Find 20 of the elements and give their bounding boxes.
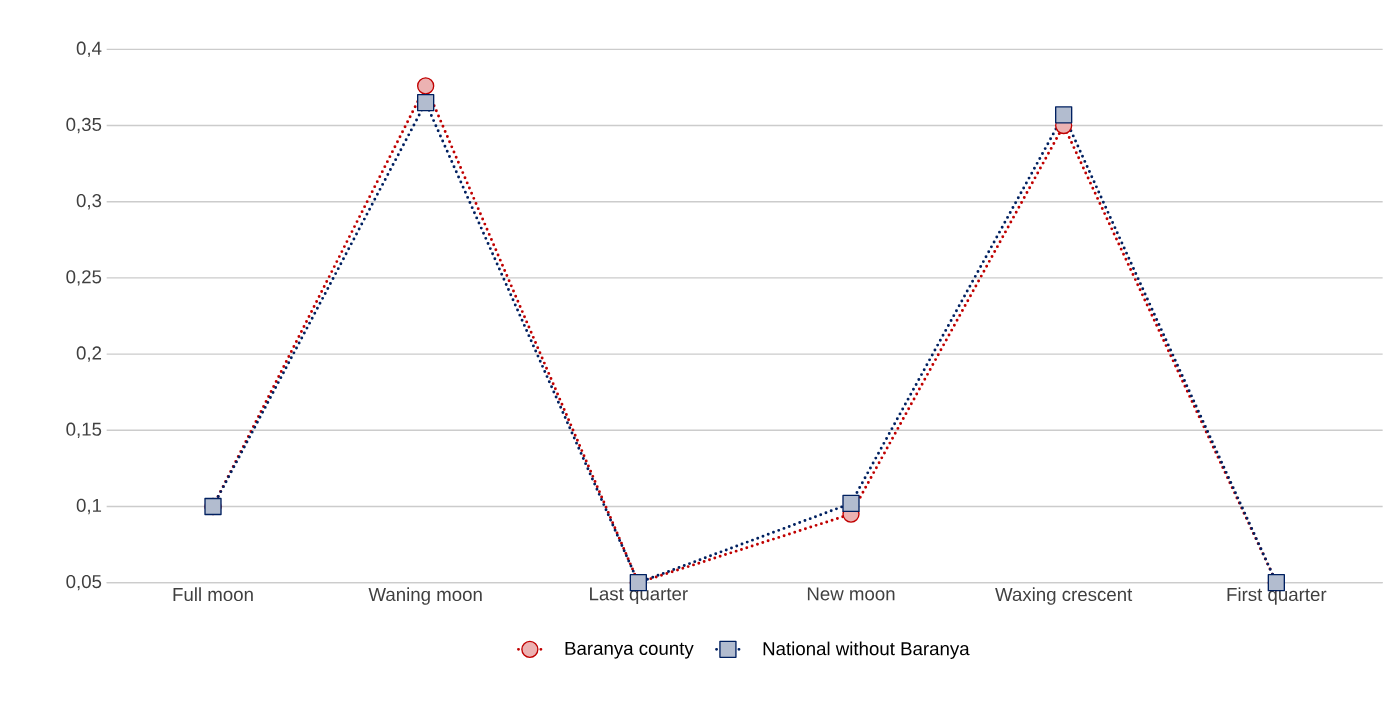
x-tick-label: Waxing crescent [995, 587, 1133, 605]
y-tick-label: 0,1 [76, 498, 102, 515]
y-tick-label: 0,2 [76, 346, 102, 362]
y-tick-label: 0,4 [76, 41, 102, 58]
y-tick-label: 0,25 [66, 270, 102, 286]
x-tick-label: Full moon [173, 587, 253, 602]
legend-label: National without Baranya [763, 641, 970, 659]
x-tick-label: Waning moon [368, 587, 482, 605]
x-tick-label: New moon [807, 587, 895, 601]
legend-label: Baranya county [565, 641, 694, 659]
x-tick-label: First quarter [1227, 587, 1327, 605]
y-tick-label: 0,15 [66, 422, 102, 438]
point [417, 77, 435, 95]
x-tick-label: Last quarter [590, 587, 688, 605]
y-tick-label: 0,05 [66, 574, 102, 591]
point [1055, 106, 1073, 124]
point [842, 494, 860, 513]
y-tick-label: 0,3 [76, 193, 102, 210]
y-tick-label: 0,35 [66, 117, 102, 134]
point [417, 94, 435, 112]
